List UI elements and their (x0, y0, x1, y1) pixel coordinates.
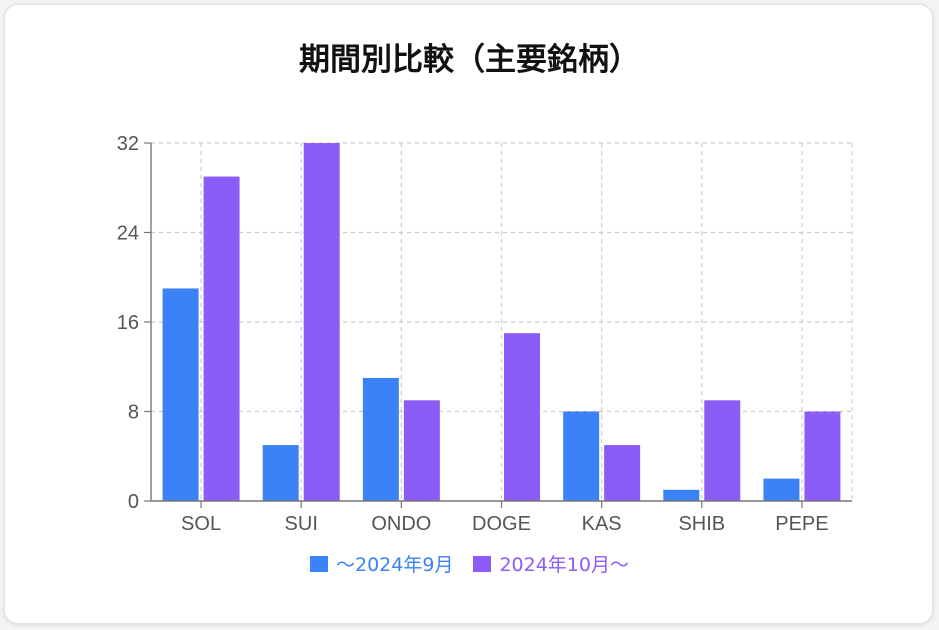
axis-labels: 0 8 16 24 32 SOL SUI ONDO DOGE KAS SHIB PEPE (117, 133, 829, 535)
legend-label: ～2024年9月 (336, 554, 454, 576)
bar-kas-series-1 (563, 411, 600, 501)
legend-label: 2024年10月～ (499, 554, 629, 576)
y-tick-label: 0 (128, 491, 139, 513)
x-category-label: SOL (181, 513, 221, 535)
chart-card (4, 4, 933, 624)
bar-shib-series-2 (704, 400, 741, 501)
bar-sol-series-1 (162, 288, 199, 501)
y-tick-label: 32 (117, 133, 139, 155)
bar-ondo-series-2 (403, 400, 440, 501)
legend-swatch (310, 555, 328, 572)
y-tick-label: 8 (128, 402, 139, 424)
legend-swatch (473, 555, 492, 572)
axes (144, 142, 852, 508)
bar-ondo-series-1 (362, 377, 399, 501)
bar-sol-series-2 (203, 176, 240, 501)
x-category-label: SUI (285, 513, 318, 535)
x-category-label: KAS (582, 513, 622, 535)
legend-item-series-1[interactable]: ～2024年9月 (310, 550, 453, 577)
x-category-label: ONDO (371, 513, 431, 535)
chart-title: 期間別比較（主要銘柄） (299, 42, 640, 78)
y-tick-label: 16 (117, 312, 139, 334)
y-tick-label: 24 (117, 223, 139, 245)
grid-lines (151, 142, 853, 501)
bar-sui-series-2 (303, 143, 340, 501)
bar-sui-series-1 (262, 445, 299, 501)
bar-pepe-series-1 (763, 478, 800, 501)
legend-item-series-2[interactable]: 2024年10月～ (473, 550, 629, 577)
chart-legend: ～2024年9月 2024年10月～ (0, 550, 939, 577)
x-category-label: DOGE (472, 513, 531, 535)
bars (162, 143, 841, 501)
bar-doge-series-2 (504, 333, 540, 501)
bar-pepe-series-2 (804, 411, 841, 501)
x-category-label: SHIB (678, 513, 725, 535)
x-category-label: PEPE (775, 513, 828, 535)
bar-kas-series-2 (604, 445, 641, 501)
bar-shib-series-1 (663, 489, 700, 501)
